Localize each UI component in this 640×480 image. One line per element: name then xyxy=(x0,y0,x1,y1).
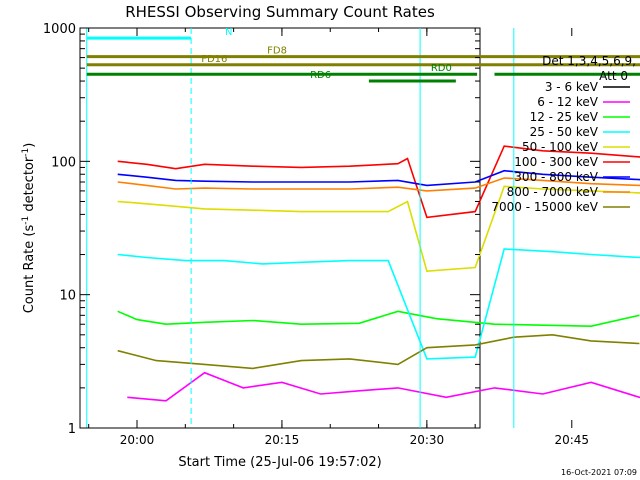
x-axis-label: Start Time (25-Jul-06 19:57:02) xyxy=(178,455,381,470)
y-label-sup2: -1 xyxy=(21,148,31,157)
flag-label-fd16: FD16 xyxy=(201,54,227,65)
y-tick-label-1: 10 xyxy=(59,289,76,304)
flag-label-rd0: RD0 xyxy=(431,63,452,74)
series-line-2 xyxy=(117,310,640,328)
y-tick-label-0: 1 xyxy=(68,422,76,437)
y-label-main: Count Rate (s xyxy=(22,225,37,314)
series-line-6 xyxy=(117,169,640,187)
series-layer xyxy=(117,145,640,402)
legend-label-8: 7000 - 15000 keV xyxy=(491,200,598,214)
series-line-1 xyxy=(127,371,640,402)
y-tick-label-2: 100 xyxy=(51,155,76,170)
legend-label-0: 3 - 6 keV xyxy=(545,80,599,94)
series-line-4 xyxy=(117,185,640,273)
x-tick-label-0: 20:00 xyxy=(120,433,155,447)
flag-label-rd6: RD6 xyxy=(310,70,331,81)
chart-title: RHESSI Observing Summary Count Rates xyxy=(125,3,435,21)
legend-label-3: 25 - 50 keV xyxy=(530,125,599,139)
x-tick-label-1: 20:15 xyxy=(265,433,300,447)
plot-frame xyxy=(79,27,481,429)
y-tick-label-3: 1000 xyxy=(43,22,76,37)
legend-label-6: 300 - 800 keV xyxy=(514,170,598,184)
legend-header-line2: Att 0 xyxy=(599,69,628,83)
series-line-3 xyxy=(117,248,640,360)
y-label-sup1: -1 xyxy=(21,216,31,225)
series-line-5 xyxy=(117,145,640,219)
x-tick-label-2: 20:30 xyxy=(410,433,445,447)
series-line-7 xyxy=(117,177,640,192)
axes-layer: 20:0020:1520:3020:4521:0021:1521:3011010… xyxy=(43,22,589,447)
legend-label-7: 800 - 7000 keV xyxy=(507,185,599,199)
overlay-layer: NSFD8FD16RD0RD6 xyxy=(86,27,640,428)
y-label-end: ) xyxy=(22,143,37,148)
footer-date: 16-Oct-2021 07:09 xyxy=(561,468,637,477)
y-label-mid: detector xyxy=(22,156,37,216)
y-axis-label: Count Rate (s-1 detector-1) xyxy=(21,143,37,314)
flag-label-n: N xyxy=(225,27,232,38)
x-tick-label-3: 20:45 xyxy=(554,433,589,447)
legend-header-line1: Det 1,3,4,5,6,9, xyxy=(542,54,636,68)
plot-area xyxy=(79,27,481,429)
series-line-8 xyxy=(117,333,640,370)
legend-label-5: 100 - 300 keV xyxy=(514,155,598,169)
legend-label-1: 6 - 12 keV xyxy=(537,95,599,109)
legend-label-4: 50 - 100 keV xyxy=(522,140,599,154)
legend-label-2: 12 - 25 keV xyxy=(530,110,599,124)
flag-label-fd8: FD8 xyxy=(267,46,287,57)
